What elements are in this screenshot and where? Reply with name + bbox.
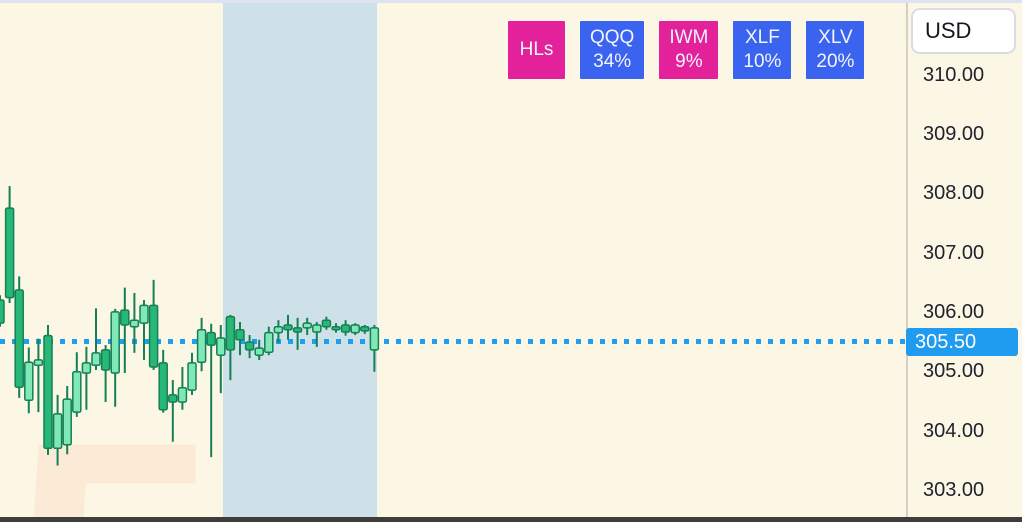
candle-up [129,292,140,353]
ticker-symbol: XLF [744,27,780,48]
candle-up [350,323,360,336]
ticker-percent: 20% [816,51,855,72]
ticker-symbol: IWM [669,27,709,48]
candle-down [43,324,53,455]
ticker-button-qqq[interactable]: QQQ 34% [580,21,645,79]
ticker-button-xlv[interactable]: XLV 20% [806,21,865,79]
candle-up [216,324,226,394]
candle-down [0,295,5,327]
session-highlight-band [223,3,377,517]
candle-up [62,386,72,455]
candle-up [369,324,380,372]
price-tick-label: 307.00 [923,241,985,264]
candle-down [158,349,168,413]
candle-up [177,367,188,410]
ticker-percent: 9% [675,51,703,72]
candle-up [52,394,63,466]
candle-up [33,338,44,413]
price-tick-label: 305.00 [923,360,985,383]
price-tick-label: 308.00 [923,182,985,205]
candle-down [148,279,159,371]
candle-down [100,345,111,403]
candle-down [321,316,332,330]
ticker-button-xlf[interactable]: XLF 10% [733,21,792,79]
candle-up [139,300,149,360]
ticker-button-iwm[interactable]: IWM 9% [659,21,719,79]
currency-label: USD [925,18,972,43]
candle-down [292,317,303,350]
last-price-label: 305.50 [906,327,1018,356]
price-scale[interactable]: USD 305.50 310.00 309.00 308.00 307.00 306.0… [906,0,1022,517]
hls-button[interactable]: HLs [508,21,565,79]
price-tick-label: 303.00 [923,478,985,501]
candle-down [120,287,130,373]
ticker-symbol: QQQ [590,27,635,48]
candle-up [81,346,92,410]
price-tick-label: 310.00 [923,63,985,86]
ticker-percent: 10% [743,51,782,72]
candle-down [340,320,351,336]
candle-up [302,317,312,336]
candle-down [168,380,178,442]
price-tick-label: 304.00 [923,419,985,442]
candle-up [24,347,34,414]
price-tick-label: 309.00 [923,123,985,145]
candle-up [196,317,207,372]
candle-up [187,352,197,395]
candle-down [360,324,370,334]
candle-down [331,323,341,333]
price-tick-label: 306.00 [923,300,985,323]
candle-down [4,186,15,304]
bottom-edge-strip [0,517,1022,522]
candle-up [110,308,120,407]
candle-up [312,321,322,347]
candlestick-chart[interactable] [0,0,906,522]
candle-down [244,335,255,359]
currency-selector[interactable]: USD [911,8,1016,54]
ticker-percent: 34% [593,51,632,72]
candle-up [72,352,82,417]
candle-up [273,320,284,343]
candle-down [235,321,245,356]
ticker-symbol: XLV [818,27,853,48]
candle-down [283,314,293,340]
candle-down [14,276,24,398]
candle-up [91,308,101,371]
candle-up [264,326,274,356]
ticker-button-row: HLs QQQ 34% IWM 9% XLF 10% XLV 20% [508,21,865,79]
top-edge-strip [0,0,1022,3]
candle-up [254,339,264,360]
hls-button-label: HLs [519,39,554,60]
candle-down [206,323,216,458]
candle-down [225,314,236,381]
chart-canvas[interactable]: 5 [0,0,906,522]
